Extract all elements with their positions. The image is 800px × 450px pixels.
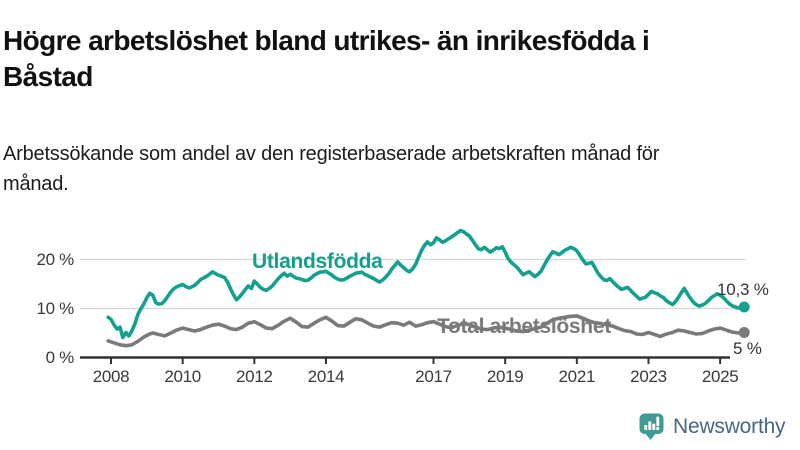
newsworthy-logo: Newsworthy [638,412,786,442]
newsworthy-speech-bubble-bar-chart-icon [639,413,664,440]
series-line-1 [106,314,747,348]
series-endpoint-1 [738,327,750,338]
chart-title: Högre arbetslöshet bland utrikes- än inr… [3,24,650,92]
series-line-0 [106,228,747,340]
series-endpoint-0 [738,301,750,313]
newsworthy-logo-text: Newsworthy [673,415,786,438]
chart-subtitle: Arbetssökande som andel av den registerb… [3,143,660,195]
